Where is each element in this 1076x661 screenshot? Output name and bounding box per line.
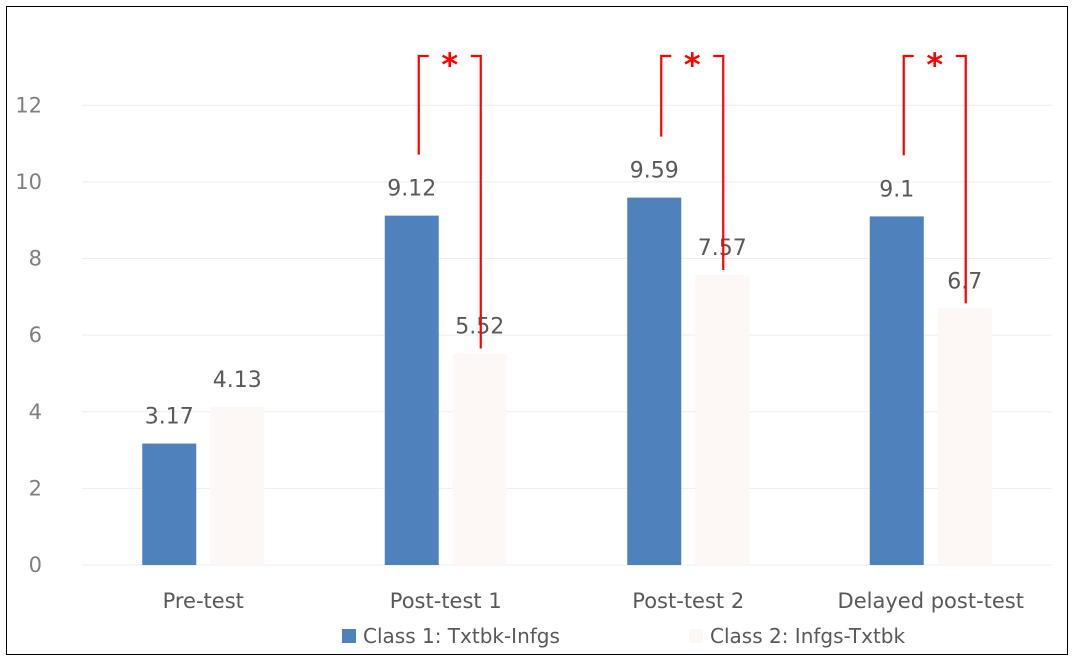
y-tick-label-4: 4 (29, 400, 42, 424)
significance-star-2: * (684, 46, 701, 84)
bar-series1-2 (627, 197, 682, 566)
x-tick-label-2: Post-test 2 (632, 589, 744, 613)
data-label-series2-0: 4.13 (213, 368, 262, 393)
x-tick-label-1: Post-test 1 (390, 589, 502, 613)
x-axis: Pre-test Post-test 1 Post-test 2 Delayed po… (163, 589, 1024, 613)
bar-series2-2 (695, 275, 750, 565)
legend-swatch-series2 (689, 629, 703, 643)
bar-series1-3 (869, 216, 924, 565)
y-tick-label-2: 2 (29, 476, 42, 500)
significance-markers: * * * (417, 46, 967, 349)
significance-star-3: * (926, 46, 943, 84)
data-labels: 3.174.139.125.529.597.579.16.7 (145, 159, 982, 430)
sig-bracket-right-1 (470, 54, 482, 349)
sig-bracket-left-1 (417, 54, 429, 155)
data-label-series1-3: 9.1 (879, 177, 914, 202)
bar-series2-3 (937, 308, 992, 565)
legend: Class 1: Txtbk-Infgs Class 2: Infgs-Txtbk (342, 624, 905, 648)
y-tick-label-8: 8 (29, 247, 42, 271)
x-tick-label-0: Pre-test (163, 589, 244, 613)
sig-bracket-right-2 (713, 54, 725, 271)
y-tick-label-10: 10 (15, 170, 42, 194)
y-axis: 0 2 4 6 8 10 12 (15, 93, 42, 577)
data-label-series1-2: 9.59 (630, 159, 679, 184)
bar-series1-0 (142, 443, 197, 565)
legend-label-series1: Class 1: Txtbk-Infgs (363, 624, 560, 648)
y-tick-label-6: 6 (29, 323, 42, 347)
sig-bracket-left-3 (902, 54, 914, 156)
sig-bracket-left-2 (660, 54, 672, 137)
y-tick-label-0: 0 (29, 553, 42, 577)
x-tick-label-3: Delayed post-test (838, 589, 1024, 613)
chart-frame: 0 2 4 6 8 10 12 3.17 4.13 9.12 5.52 9.59 7.57 9.1 6.7… (6, 6, 1068, 655)
bar-series2-1 (452, 353, 507, 565)
bars (142, 197, 992, 566)
data-label-series1-1: 9.12 (387, 177, 436, 202)
bar-series2-0 (210, 406, 265, 565)
sig-bracket-right-3 (955, 54, 967, 304)
y-tick-label-12: 12 (15, 93, 42, 117)
legend-swatch-series1 (342, 629, 356, 643)
bar-series1-1 (384, 215, 439, 565)
significance-star-1: * (441, 46, 458, 84)
legend-label-series2: Class 2: Infgs-Txtbk (710, 624, 905, 648)
data-label-series1-0: 3.17 (145, 405, 194, 430)
